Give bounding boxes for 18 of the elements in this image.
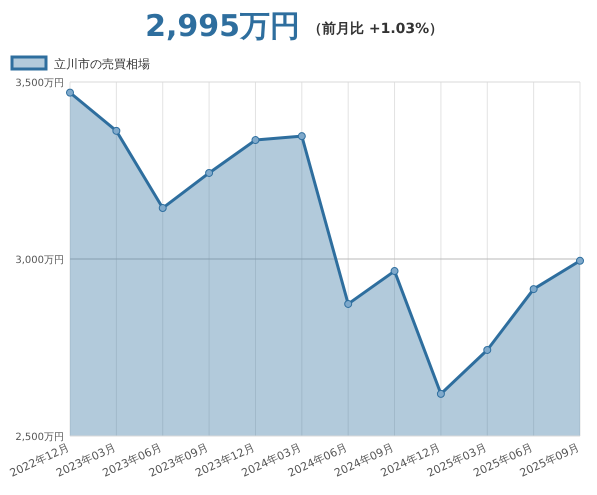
y-tick-label: 3,000万円 xyxy=(15,255,64,266)
y-tick-label: 3,500万円 xyxy=(15,78,64,89)
point xyxy=(66,88,74,97)
legend-label: 立川市の売買相場 xyxy=(54,57,150,71)
point xyxy=(112,126,120,135)
point xyxy=(251,136,260,144)
y-tick-label: 2,500万円 xyxy=(15,432,64,443)
point xyxy=(576,256,584,265)
point xyxy=(436,390,445,398)
point xyxy=(158,204,167,212)
point xyxy=(205,168,214,177)
point xyxy=(483,346,492,354)
point xyxy=(298,132,306,140)
point xyxy=(530,285,538,294)
chart-subtitle: （前月比 +1.03%） xyxy=(308,21,444,37)
chart-title: 2,995万円 xyxy=(145,9,300,44)
point xyxy=(344,300,352,308)
point xyxy=(390,267,399,276)
